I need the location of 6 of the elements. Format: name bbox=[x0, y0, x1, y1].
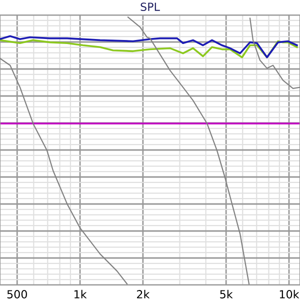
x-tick-label: 5k bbox=[220, 290, 233, 298]
chart-title: SPL bbox=[140, 2, 160, 11]
x-tick-label: 2k bbox=[136, 290, 150, 298]
x-tick-label: 500 bbox=[7, 290, 27, 298]
x-tick-label: 1k bbox=[74, 290, 87, 298]
x-tick-label: 10k bbox=[280, 290, 300, 298]
